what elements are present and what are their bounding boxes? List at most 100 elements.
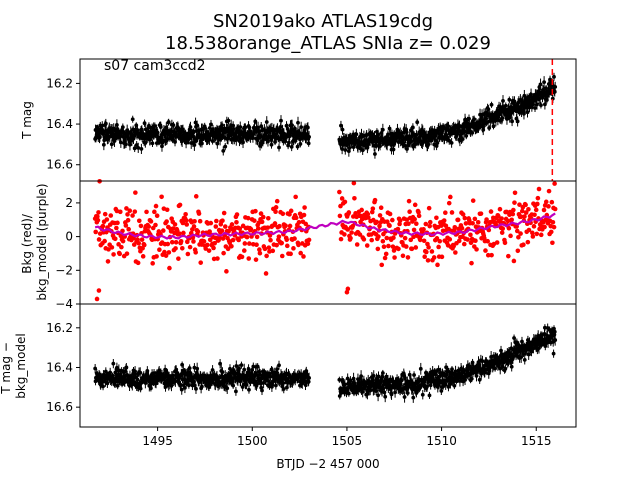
data-point — [191, 129, 196, 134]
data-point — [399, 378, 404, 383]
data-point — [243, 125, 248, 130]
bkg-point — [434, 236, 440, 241]
data-point — [273, 140, 277, 144]
bkg-point — [514, 228, 520, 234]
bkg-point — [518, 231, 523, 236]
bkg-outlier-point — [94, 296, 100, 302]
bkg-point — [254, 242, 259, 248]
bkg-point — [453, 250, 458, 255]
bkg-point — [543, 199, 549, 205]
bkg-point — [106, 247, 111, 252]
bkg-point — [276, 234, 282, 239]
bkg-point — [519, 208, 525, 214]
data-point — [469, 376, 474, 381]
bkg-point — [252, 218, 257, 223]
bkg-point — [220, 236, 226, 241]
data-point — [234, 364, 239, 368]
bkg-point — [109, 245, 115, 250]
bkg-point — [446, 200, 452, 206]
bkg-point — [215, 256, 220, 261]
bkg-point — [522, 214, 527, 219]
bkg-point — [489, 252, 494, 258]
bkg-point — [390, 217, 395, 223]
data-point — [378, 144, 382, 148]
bkg-point — [191, 224, 197, 229]
data-point — [461, 367, 466, 372]
y-tick-label: 16.2 — [46, 76, 73, 90]
bkg-point — [287, 223, 293, 229]
data-point — [210, 368, 215, 372]
bkg-point — [117, 251, 123, 257]
data-point — [124, 142, 128, 147]
data-point — [391, 147, 396, 152]
data-point — [111, 361, 116, 366]
data-point — [296, 120, 300, 125]
data-point — [135, 377, 140, 382]
top-panel-y-ticks: 16.2 16.4 16.6 — [46, 76, 80, 172]
data-point — [266, 379, 271, 383]
data-point — [269, 142, 274, 147]
data-point — [474, 373, 479, 378]
bkg-point — [270, 248, 276, 254]
bkg-point — [212, 240, 217, 246]
bkg-point — [176, 256, 181, 261]
bkg-point — [495, 213, 501, 219]
data-point — [481, 127, 486, 132]
data-point — [307, 134, 311, 139]
data-point — [305, 125, 310, 130]
bkg-point — [225, 246, 231, 252]
data-point — [522, 111, 526, 116]
bkg-point — [146, 224, 152, 229]
bkg-point — [541, 207, 547, 213]
bkg-point — [397, 218, 403, 223]
bkg-point — [512, 190, 518, 196]
bkg-point — [195, 229, 201, 234]
bkg-point — [414, 221, 419, 227]
data-point — [200, 384, 204, 389]
bkg-point — [259, 219, 265, 225]
data-point — [360, 390, 365, 394]
data-point — [118, 140, 123, 145]
data-point — [307, 376, 311, 380]
bkg-point — [95, 217, 101, 223]
bkg-point — [255, 226, 261, 231]
bkg-point — [302, 205, 307, 210]
bkg-point — [456, 238, 462, 244]
data-point — [241, 140, 245, 145]
bkg-point — [380, 238, 386, 244]
data-point — [429, 138, 433, 143]
data-point — [195, 366, 200, 371]
bkg-point — [426, 245, 431, 250]
data-point — [470, 360, 475, 365]
bkg-point — [429, 249, 435, 254]
data-point — [278, 125, 283, 129]
bkg-point — [395, 226, 401, 232]
data-point — [542, 102, 547, 107]
bkg-point — [372, 197, 378, 203]
data-point — [404, 130, 409, 134]
bkg-point — [412, 216, 417, 222]
data-point — [285, 385, 289, 390]
data-point — [132, 146, 137, 151]
data-point — [242, 367, 247, 372]
bkg-point — [284, 237, 290, 243]
bkg-point — [108, 213, 114, 218]
bkg-point — [159, 194, 164, 200]
bkg-point — [549, 199, 555, 205]
bkg-point — [383, 251, 389, 257]
bkg-point — [416, 213, 422, 219]
bkg-point — [119, 244, 124, 250]
middle-panel-y-label-line-1: Bkg (red)/ — [20, 213, 34, 274]
data-point — [535, 102, 539, 107]
bkg-point — [516, 234, 521, 240]
data-point — [480, 359, 485, 364]
bkg-point — [96, 237, 102, 242]
data-point — [427, 393, 432, 398]
bkg-point — [148, 219, 154, 224]
data-point — [234, 389, 238, 394]
bkg-point — [511, 207, 516, 213]
data-point — [500, 116, 505, 120]
bkg-point — [120, 238, 126, 244]
bkg-point — [247, 241, 252, 246]
bkg-point — [125, 217, 131, 223]
